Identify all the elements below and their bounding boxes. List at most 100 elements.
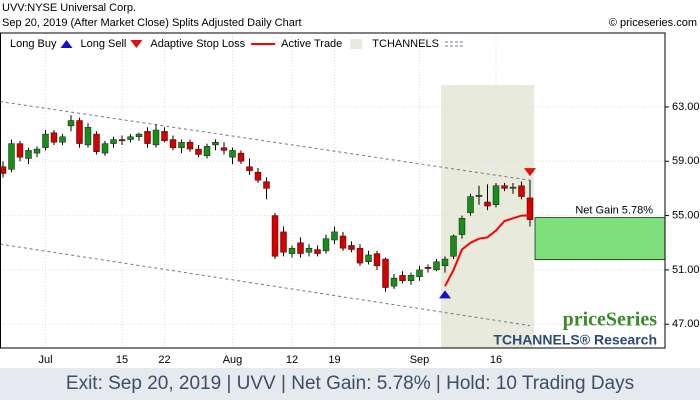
y-tick-label: 59.00 xyxy=(672,155,700,167)
candle-body xyxy=(101,143,109,154)
candle-body xyxy=(288,247,296,254)
candle-body xyxy=(0,166,7,174)
candle-body xyxy=(509,186,517,189)
legend: Long Buy Long Sell Adaptive Stop Loss Activ… xyxy=(10,38,465,50)
candle-body xyxy=(16,143,24,158)
footer: Exit: Sep 20, 2019 | UVV | Net Gain: 5.7… xyxy=(66,373,634,394)
legend-label: TCHANNELS xyxy=(372,38,439,50)
candle-body xyxy=(254,171,262,181)
candle-body xyxy=(467,196,474,214)
candle-body xyxy=(501,185,508,189)
candle-body xyxy=(25,150,32,159)
candle-body xyxy=(322,238,330,252)
legend-label: Adaptive Stop Loss xyxy=(150,38,245,50)
candle-body xyxy=(390,277,398,287)
y-tick-label: 55.00 xyxy=(672,209,700,221)
candle-body xyxy=(59,136,66,143)
candle-body xyxy=(161,131,168,142)
candle-body xyxy=(42,133,49,148)
buy-marker xyxy=(439,290,451,299)
candle-body xyxy=(518,185,525,197)
source: © priceseries.com xyxy=(609,17,697,29)
candle-body xyxy=(433,261,440,271)
y-tick-label: 63.00 xyxy=(672,101,700,113)
candle-body xyxy=(144,131,151,144)
x-tick-label: 15 xyxy=(116,354,128,366)
candle-body xyxy=(246,166,253,171)
net-gain-label: Net Gain 5.78% xyxy=(575,205,653,217)
chart-title: UVV:NYSE Universal Corp. xyxy=(2,2,136,14)
candle-body xyxy=(169,139,177,148)
plot-frame xyxy=(0,32,666,349)
candle-body xyxy=(373,253,381,267)
net-gain-box xyxy=(534,217,666,261)
x-tick-label: Aug xyxy=(223,354,243,366)
x-tick-label: Sep xyxy=(410,354,430,366)
candle-body xyxy=(67,120,75,127)
candle-body xyxy=(84,127,92,146)
candle-body xyxy=(152,129,160,146)
candle-body xyxy=(297,242,304,254)
x-tick-label: 12 xyxy=(286,354,298,366)
research-label: TCHANNELS® Research xyxy=(493,332,657,348)
candle-body xyxy=(178,142,185,148)
candle-body xyxy=(110,139,117,144)
candle-body xyxy=(195,148,202,155)
candle-body xyxy=(526,197,534,220)
legend-swatch xyxy=(130,40,143,48)
candle-body xyxy=(280,231,287,253)
candle-body xyxy=(263,181,270,189)
candle-body xyxy=(416,269,423,277)
candle-body xyxy=(229,150,236,158)
chart-subtitle: Sep 20, 2019 (After Market Close) Splits… xyxy=(2,17,302,29)
candle-body xyxy=(356,247,364,264)
legend-label: Long Buy xyxy=(10,38,57,50)
candle-body xyxy=(305,247,313,253)
legend-label: Active Trade xyxy=(281,38,342,50)
sell-marker xyxy=(524,168,536,177)
candle-body xyxy=(331,231,338,241)
candle-body xyxy=(93,133,100,152)
legend-swatch xyxy=(350,39,363,49)
x-tick-label: 19 xyxy=(328,354,340,366)
channel-line xyxy=(0,243,531,327)
y-tick-label: 51.00 xyxy=(672,264,700,276)
x-tick-label: 22 xyxy=(158,354,170,366)
legend-label: Long Sell xyxy=(80,38,126,50)
candle-body xyxy=(475,195,483,197)
candle-body xyxy=(33,148,41,154)
candle-body xyxy=(348,245,355,250)
y-tick-label: 47.00 xyxy=(672,318,700,330)
candle-body xyxy=(339,235,347,249)
candle-body xyxy=(118,139,126,142)
footer-band xyxy=(0,368,700,400)
candle-body xyxy=(450,235,457,257)
candle-body xyxy=(76,120,83,144)
candle-body xyxy=(382,258,389,288)
candle-body xyxy=(424,266,432,269)
stop-loss-line xyxy=(444,214,530,287)
candle-body xyxy=(271,215,279,257)
candle-body xyxy=(212,142,219,146)
candle-body xyxy=(237,152,245,162)
legend-swatch xyxy=(60,40,73,48)
candle-body xyxy=(441,258,449,267)
candle-body xyxy=(484,201,491,207)
x-tick-label: 16 xyxy=(490,354,502,366)
candle-body xyxy=(135,133,143,138)
candle-body xyxy=(8,143,15,170)
candle-body xyxy=(50,132,58,143)
x-tick-label: Jul xyxy=(38,354,52,366)
watermark: priceSeries xyxy=(563,309,658,331)
candle-body xyxy=(220,147,228,151)
candle-body xyxy=(203,146,211,157)
candle-body xyxy=(407,275,415,281)
candle-body xyxy=(365,254,372,262)
candle-body xyxy=(399,275,406,281)
candle-body xyxy=(186,142,194,150)
candle-body xyxy=(492,185,500,205)
channel-line xyxy=(0,100,531,181)
candle-body xyxy=(127,136,134,140)
